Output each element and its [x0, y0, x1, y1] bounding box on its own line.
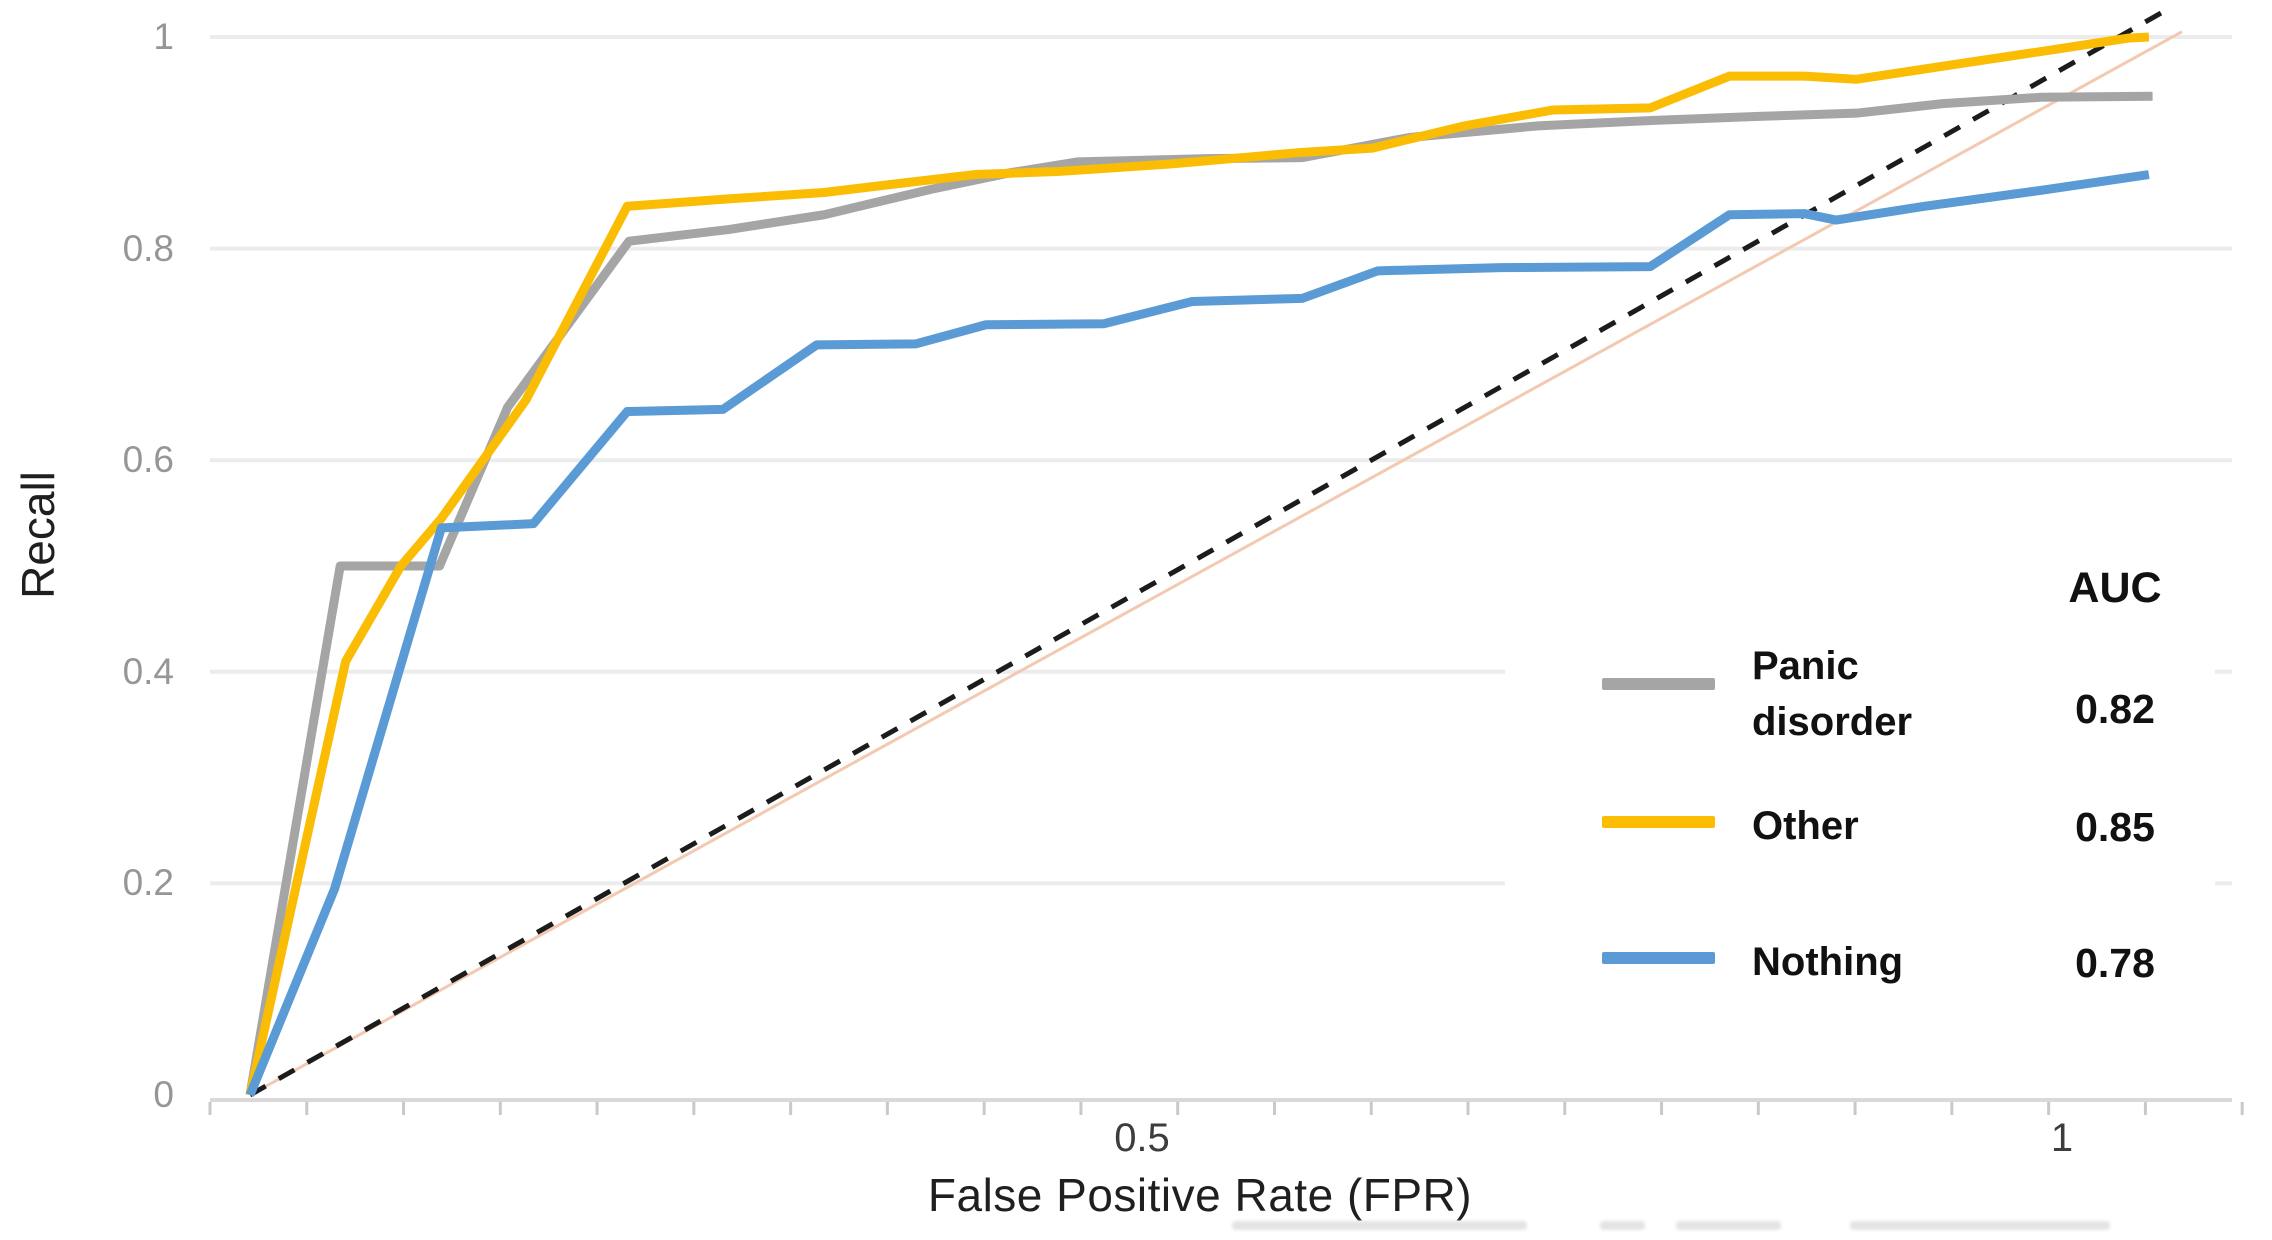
legend-label-other: Other	[1752, 804, 1859, 848]
cropped-artifact	[1676, 1221, 1781, 1230]
x-axis-title: False Positive Rate (FPR)	[927, 1169, 1473, 1221]
roc-curve-nothing	[245, 170, 2150, 1097]
y-tick-label-0: 0	[153, 1074, 174, 1115]
legend-auc-value-other: 0.85	[2075, 804, 2155, 850]
legend-swatch-other	[1602, 816, 1715, 828]
roc-curve-other	[245, 32, 2150, 1096]
roc-curve-panic-disorder	[245, 91, 2153, 1096]
legend: AUC Panic disorder 0.82 Other 0.85 Nothi…	[1505, 556, 2215, 1008]
y-tick-label-02: 0.2	[122, 862, 174, 904]
legend-auc-value-nothing: 0.78	[2075, 940, 2155, 986]
cropped-artifact	[1850, 1221, 2110, 1230]
y-tick-label-06: 0.6	[122, 439, 174, 481]
x-tick-label-1: 1	[2050, 1116, 2074, 1160]
x-tick-label-05: 0.5	[1114, 1116, 1170, 1160]
legend-swatch-nothing	[1602, 952, 1715, 964]
y-tick-label-04: 0.4	[122, 650, 174, 692]
chance-diagonal-underlay	[249, 30, 2183, 1097]
cropped-artifact	[1232, 1221, 1527, 1230]
legend-swatch-panic-disorder	[1602, 678, 1715, 690]
legend-label-panic-disorder: Panic disorder	[1752, 644, 1913, 744]
y-axis-title: Recall	[12, 471, 64, 599]
legend-auc-header: AUC	[2068, 564, 2162, 612]
legend-label-nothing: Nothing	[1752, 940, 1904, 984]
legend-auc-value-panic-disorder: 0.82	[2075, 686, 2155, 732]
chance-diagonal	[248, 7, 2169, 1098]
cropped-artifact	[1600, 1221, 1645, 1230]
y-tick-label-1: 1	[153, 16, 174, 57]
y-tick-label-08: 0.8	[122, 227, 174, 269]
